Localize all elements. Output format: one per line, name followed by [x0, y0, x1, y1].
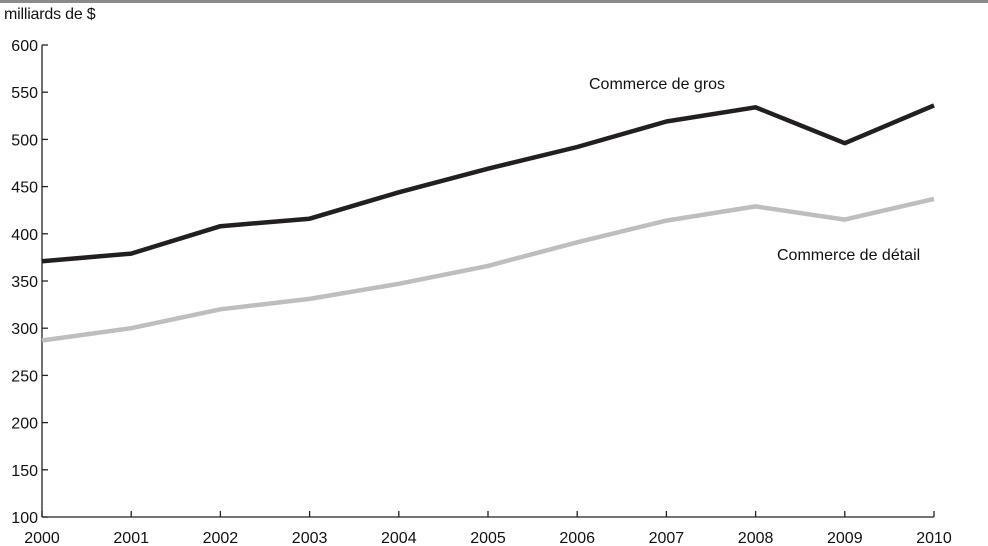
x-tick-label: 2002 [203, 530, 239, 546]
x-tick-label: 2004 [381, 530, 417, 546]
series-label-commerce-de-gros: Commerce de gros [589, 76, 725, 93]
y-tick-label: 100 [11, 510, 38, 527]
y-tick-label: 150 [11, 463, 38, 480]
x-tick-label: 2009 [827, 530, 863, 546]
y-tick-label: 300 [11, 321, 38, 338]
x-tick-label: 2008 [738, 530, 774, 546]
y-tick-label: 250 [11, 368, 38, 385]
y-tick-label: 600 [11, 38, 38, 55]
x-tick-label: 2000 [24, 530, 60, 546]
x-tick-label: 2003 [292, 530, 328, 546]
x-tick-label: 2001 [113, 530, 149, 546]
y-tick-label: 500 [11, 132, 38, 149]
y-tick-label: 350 [11, 274, 38, 291]
series-label-commerce-de-detail: Commerce de détail [777, 247, 920, 264]
x-tick-label: 2005 [470, 530, 506, 546]
chart-series-labels: Commerce de gros Commerce de détail [589, 76, 920, 264]
chart-axes: 100 150 200 250 300 350 400 450 500 550 600 2000 200… [11, 38, 952, 546]
y-tick-label: 400 [11, 227, 38, 244]
chart-series [41, 103, 935, 343]
y-tick-label: 550 [11, 85, 38, 102]
x-tick-label: 2010 [916, 530, 952, 546]
series-line-commerce-de-detail [41, 196, 935, 343]
y-tick-label: 450 [11, 180, 38, 197]
series-line-commerce-de-gros [41, 103, 935, 264]
x-tick-label: 2007 [649, 530, 685, 546]
x-tick-label: 2006 [559, 530, 595, 546]
top-rule [0, 0, 988, 3]
y-axis-unit-label: milliards de $ [4, 6, 96, 23]
y-tick-label: 200 [11, 416, 38, 433]
